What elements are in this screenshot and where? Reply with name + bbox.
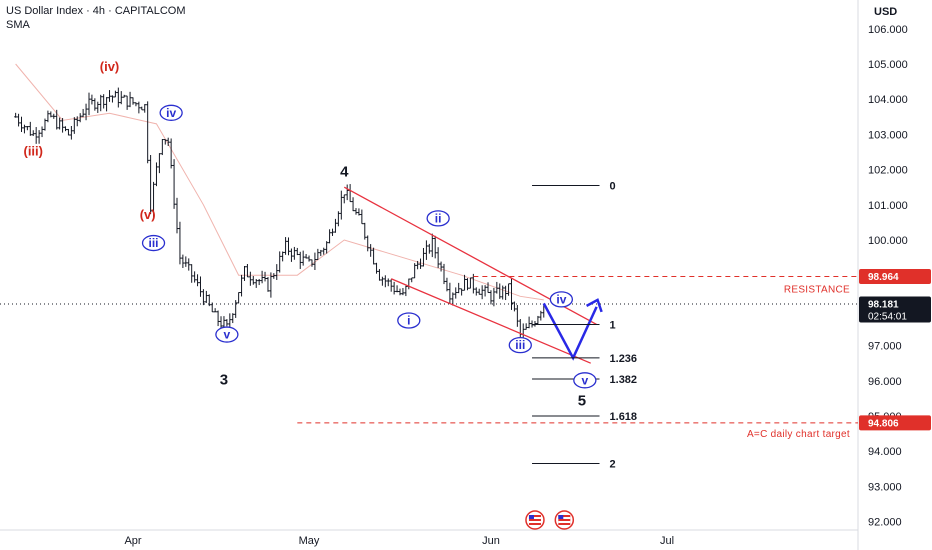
- y-tick-label: 96.000: [868, 376, 902, 388]
- time-axis[interactable]: Apr May Jun Jul: [124, 535, 674, 547]
- indicator-label: SMA: [6, 19, 30, 31]
- y-tick-label: 101.000: [868, 200, 908, 212]
- wave-circle: [573, 372, 597, 389]
- flag-stripe-icon: [528, 521, 541, 523]
- projection-line: [542, 302, 598, 361]
- wave-label-black: 5: [578, 392, 586, 409]
- y-tick-label: 105.000: [868, 59, 908, 71]
- flag-stripes-icon: [528, 515, 541, 525]
- target-price-tag-bg: [859, 415, 931, 431]
- y-tick-label: 103.000: [868, 129, 908, 141]
- wave-label-blue: ii: [435, 211, 442, 225]
- x-tick-label: Jun: [482, 535, 500, 547]
- wave-circle: [549, 291, 574, 308]
- flag-stripe-icon: [558, 517, 571, 519]
- wave-circle: [159, 104, 183, 121]
- wave-label-red: (iii): [23, 144, 43, 159]
- wave-label-red: (iv): [100, 59, 120, 74]
- target-label: A=C daily chart target: [747, 429, 850, 440]
- y-tick-label: 100.000: [868, 235, 908, 247]
- currency-label: USD: [874, 6, 897, 18]
- event-badges[interactable]: [525, 510, 575, 530]
- y-tick-label: 102.000: [868, 165, 908, 177]
- wave-label-red: (v): [140, 207, 156, 222]
- flag-stripe-icon: [528, 517, 541, 519]
- wave-circle: [397, 312, 421, 329]
- wave-label-black: 3: [220, 371, 228, 388]
- channel-lower-line: [390, 278, 591, 364]
- y-tick-label: 92.000: [868, 517, 902, 529]
- fib-level-label: 1: [610, 319, 616, 331]
- current-price-tag-bg: [859, 296, 931, 323]
- y-tick-label: 106.000: [868, 24, 908, 36]
- resistance-price-tag-bg: [859, 268, 931, 284]
- candles: [14, 87, 546, 340]
- wave-label-blue: iii: [515, 338, 525, 352]
- current-price-tag-value: 98.181: [868, 300, 899, 311]
- fib-level-label: 2: [610, 459, 616, 471]
- wave-label-blue: iv: [556, 292, 566, 306]
- target-price-tag-value: 94.806: [868, 418, 899, 429]
- projection-path: [542, 298, 603, 361]
- wave-circle: [215, 326, 239, 343]
- resistance-price-tag-value: 98.964: [868, 272, 899, 283]
- projection-arrowhead: [585, 298, 603, 313]
- chart-legend: US Dollar Index · 4h · CAPITALCOM SMA: [6, 4, 186, 32]
- wave-circle: [141, 234, 166, 252]
- chart-grid: [0, 0, 859, 550]
- wave-label-blue: i: [407, 313, 410, 327]
- sma-path: [15, 63, 544, 301]
- wave-label-blue: v: [224, 328, 231, 342]
- wave-circle: [508, 336, 532, 354]
- chart-title: US Dollar Index · 4h · CAPITALCOM: [6, 5, 186, 17]
- fib-level-label: 1.618: [610, 411, 638, 423]
- y-tick-label: 97.000: [868, 341, 902, 353]
- x-tick-label: Apr: [124, 535, 141, 547]
- x-tick-label: May: [299, 535, 320, 547]
- fib-levels: 0 1 1.236 1.382 1.618 2: [532, 180, 638, 471]
- fib-level-label: 0: [610, 180, 616, 192]
- flag-canton-icon: [558, 515, 564, 519]
- horizontal-lines: RESISTANCE A=C daily chart target: [0, 275, 858, 440]
- wave-label-blue: iii: [149, 236, 159, 250]
- current-price-tag-countdown: 02:54:01: [868, 312, 907, 323]
- wave-label-blue: iv: [166, 106, 176, 120]
- wedge-channel: [343, 186, 597, 364]
- y-tick-label: 104.000: [868, 94, 908, 106]
- flag-stripe-icon: [558, 521, 571, 523]
- wave-circle: [426, 210, 450, 227]
- sma-line: [15, 63, 544, 301]
- y-tick-label: 94.000: [868, 446, 902, 458]
- x-tick-label: Jul: [660, 535, 674, 547]
- fib-level-label: 1.236: [610, 353, 638, 365]
- wave-label-black: 4: [340, 164, 349, 181]
- wave-label-blue: v: [582, 373, 589, 387]
- flag-canton-icon: [528, 515, 534, 519]
- flag-stripes-icon: [558, 515, 571, 525]
- y-tick-label: 93.000: [868, 481, 902, 493]
- fib-level-label: 1.382: [610, 374, 638, 386]
- resistance-label: RESISTANCE: [784, 284, 850, 295]
- price-axis[interactable]: USD 106.000 105.000 104.000 103.000 102.000 10…: [859, 6, 931, 529]
